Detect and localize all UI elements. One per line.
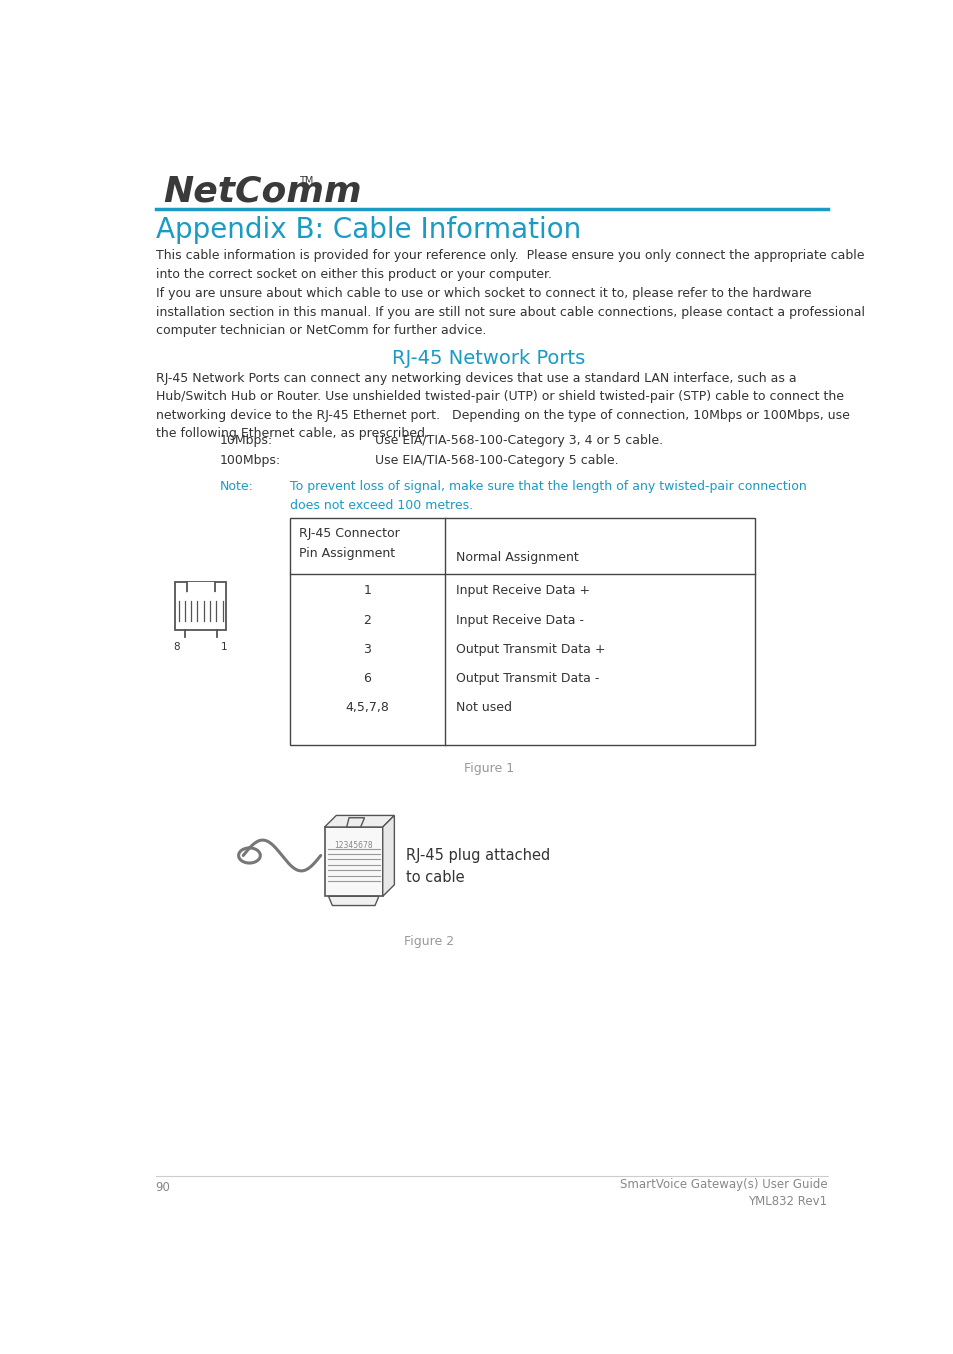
Text: RJ-45 Network Ports: RJ-45 Network Ports bbox=[392, 349, 585, 368]
Text: To prevent loss of signal, make sure that the length of any twisted-pair connect: To prevent loss of signal, make sure tha… bbox=[290, 481, 805, 512]
Text: RJ-45 Network Ports can connect any networking devices that use a standard LAN i: RJ-45 Network Ports can connect any netw… bbox=[155, 372, 849, 440]
Text: Use EIA/TIA-568-100-Category 3, 4 or 5 cable.: Use EIA/TIA-568-100-Category 3, 4 or 5 c… bbox=[375, 433, 662, 447]
Bar bbox=[175, 582, 226, 630]
Text: 1: 1 bbox=[221, 642, 228, 653]
Text: Not used: Not used bbox=[456, 701, 512, 715]
Text: 4,5,7,8: 4,5,7,8 bbox=[345, 701, 389, 715]
Text: RJ-45 Connector
Pin Assignment: RJ-45 Connector Pin Assignment bbox=[298, 528, 399, 561]
Text: Figure 1: Figure 1 bbox=[463, 761, 514, 774]
Text: 6: 6 bbox=[363, 672, 371, 685]
Text: 2: 2 bbox=[363, 613, 371, 627]
Text: If you are unsure about which cable to use or which socket to connect it to, ple: If you are unsure about which cable to u… bbox=[155, 287, 863, 337]
Text: NetComm: NetComm bbox=[163, 175, 362, 209]
Text: 100Mbps:: 100Mbps: bbox=[220, 454, 281, 467]
Text: Appendix B: Cable Information: Appendix B: Cable Information bbox=[155, 217, 580, 244]
Text: Figure 2: Figure 2 bbox=[404, 934, 454, 948]
Text: TM: TM bbox=[298, 176, 314, 185]
Text: Output Transmit Data +: Output Transmit Data + bbox=[456, 643, 605, 655]
Polygon shape bbox=[324, 815, 394, 827]
Polygon shape bbox=[346, 818, 364, 827]
Text: Note:: Note: bbox=[220, 481, 253, 493]
Bar bbox=[290, 519, 754, 745]
Text: Normal Assignment: Normal Assignment bbox=[456, 551, 578, 563]
Text: RJ-45 plug attached
to cable: RJ-45 plug attached to cable bbox=[406, 848, 550, 886]
Text: 1: 1 bbox=[363, 585, 371, 597]
Text: 12345678: 12345678 bbox=[334, 841, 373, 850]
Text: Input Receive Data +: Input Receive Data + bbox=[456, 585, 590, 597]
Text: SmartVoice Gateway(s) User Guide
YML832 Rev1: SmartVoice Gateway(s) User Guide YML832 … bbox=[619, 1178, 827, 1208]
Text: 90: 90 bbox=[155, 1181, 171, 1194]
Text: Output Transmit Data -: Output Transmit Data - bbox=[456, 672, 599, 685]
Polygon shape bbox=[382, 815, 394, 896]
Text: Use EIA/TIA-568-100-Category 5 cable.: Use EIA/TIA-568-100-Category 5 cable. bbox=[375, 454, 618, 467]
Text: 3: 3 bbox=[363, 643, 371, 655]
Text: Input Receive Data -: Input Receive Data - bbox=[456, 613, 584, 627]
Text: This cable information is provided for your reference only.  Please ensure you o: This cable information is provided for y… bbox=[155, 249, 863, 282]
Bar bbox=[187, 582, 214, 593]
Text: 8: 8 bbox=[173, 642, 180, 653]
Polygon shape bbox=[328, 896, 378, 906]
Bar bbox=[324, 827, 382, 896]
Text: 10Mbps:: 10Mbps: bbox=[220, 433, 273, 447]
